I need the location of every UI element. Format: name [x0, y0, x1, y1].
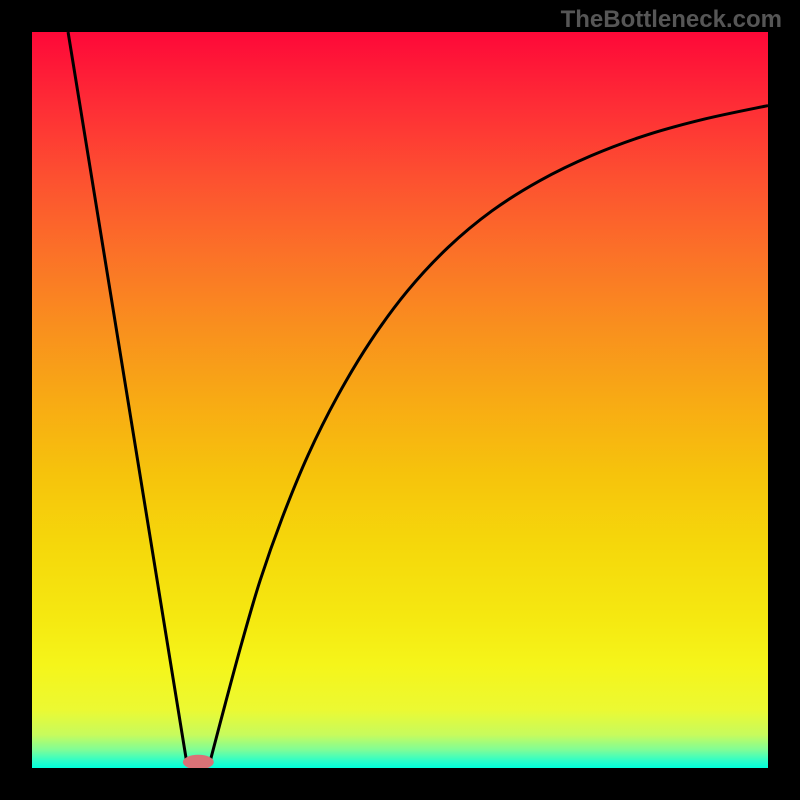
chart-frame: TheBottleneck.com: [0, 0, 800, 800]
plot-area: [32, 32, 768, 768]
bottleneck-curve: [32, 32, 768, 768]
watermark-text: TheBottleneck.com: [561, 6, 782, 34]
